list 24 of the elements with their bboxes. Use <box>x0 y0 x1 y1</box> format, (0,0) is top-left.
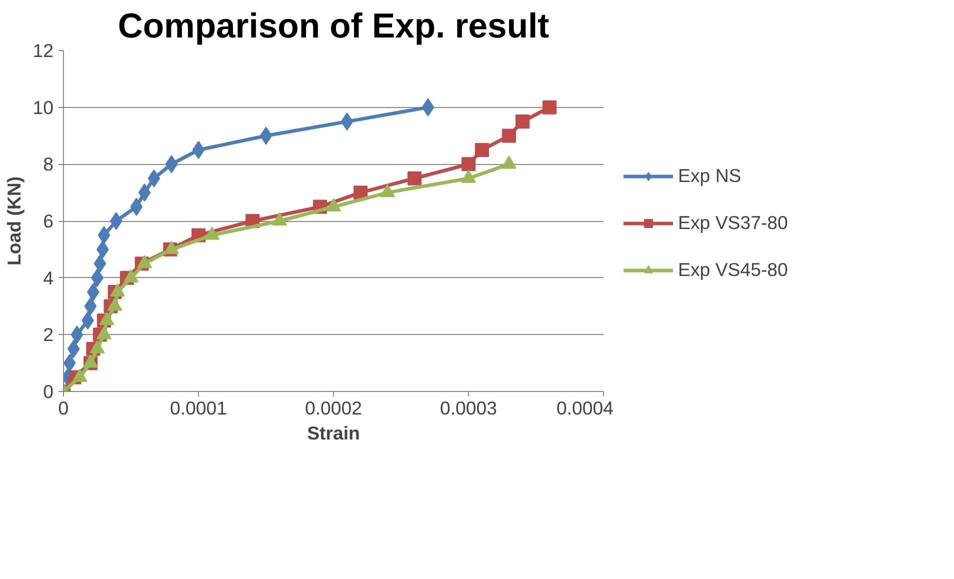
y-tick-label: 10 <box>32 96 54 118</box>
point <box>516 114 530 129</box>
y-tick-label: 8 <box>43 154 54 175</box>
point <box>542 100 556 114</box>
point <box>462 157 476 172</box>
x-tick-label: 0.0004 <box>556 398 614 418</box>
x-tick-label: 0.0003 <box>440 398 498 418</box>
point <box>502 128 516 143</box>
x-axis-title: Strain <box>307 422 360 444</box>
y-tick-label: 0 <box>43 381 54 402</box>
chart-title: Comparison of Exp. result <box>118 8 550 46</box>
x-tick-label: 0.0002 <box>304 398 362 418</box>
x-tick-label: 0 <box>58 398 69 418</box>
point <box>408 171 422 186</box>
legend-label: Exp NS <box>678 165 742 187</box>
y-tick-label: 4 <box>43 267 54 288</box>
x-tick-label: 0.0001 <box>170 398 228 418</box>
y-tick-label: 2 <box>43 324 54 346</box>
legend-label: Exp VS45-80 <box>678 259 788 281</box>
legend-label: Exp VS37-80 <box>678 212 788 234</box>
y-tick-label: 6 <box>43 210 54 232</box>
point <box>475 142 489 157</box>
y-axis-title: Load (KN) <box>4 176 25 266</box>
y-tick-label: 12 <box>32 40 54 61</box>
